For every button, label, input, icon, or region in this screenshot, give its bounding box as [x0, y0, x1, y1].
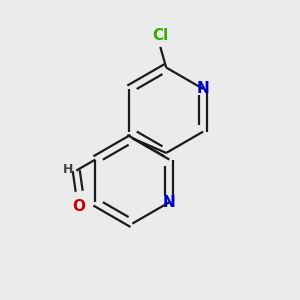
Text: O: O	[73, 199, 86, 214]
Text: Cl: Cl	[152, 28, 168, 43]
Text: N: N	[197, 81, 209, 96]
Text: N: N	[163, 195, 176, 210]
Text: H: H	[63, 163, 73, 176]
